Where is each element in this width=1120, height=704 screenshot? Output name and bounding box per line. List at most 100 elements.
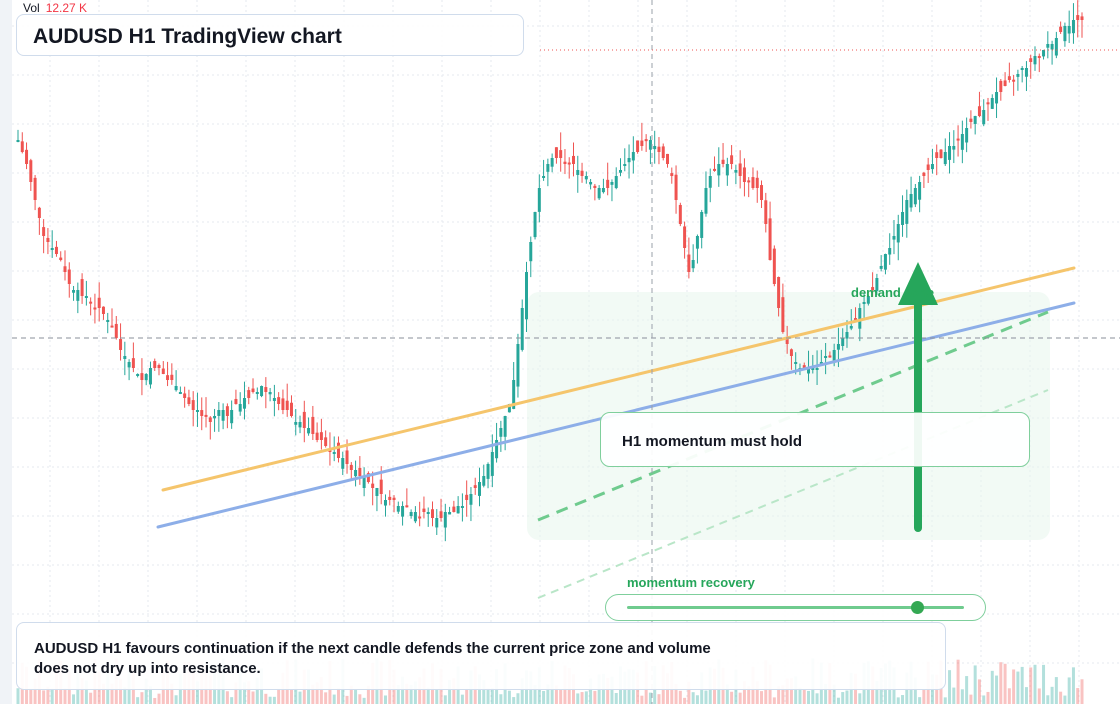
candle-body — [512, 380, 516, 409]
candle-body — [460, 506, 464, 508]
candle-body — [191, 400, 195, 410]
candle-body — [131, 358, 135, 368]
volume-bar — [973, 665, 977, 704]
candle-body — [734, 170, 738, 173]
candle-body — [794, 362, 798, 364]
candle-body — [768, 218, 772, 260]
candle-body — [683, 226, 687, 248]
candle-body — [704, 188, 708, 214]
momentum-label: momentum recovery — [627, 575, 755, 590]
volume-bar — [242, 682, 246, 704]
candle-body — [648, 140, 652, 150]
candle-body — [1012, 79, 1016, 82]
candle-body — [901, 212, 905, 225]
candle-body — [174, 386, 178, 391]
candle-body — [178, 392, 182, 394]
volume-bar — [755, 681, 759, 704]
volume-bar — [1033, 664, 1037, 704]
candle-body — [717, 164, 721, 176]
volume-bar — [824, 684, 828, 704]
candle-body — [755, 177, 759, 188]
volume-bar — [251, 691, 255, 704]
candle-body — [1046, 44, 1050, 48]
candle-body — [187, 397, 191, 404]
volume-bar — [990, 670, 994, 704]
volume-bar — [901, 695, 905, 704]
candle-body — [948, 146, 952, 160]
candle-body — [289, 402, 293, 416]
volume-bar — [396, 684, 400, 704]
candle-body — [136, 374, 140, 376]
volume-bar — [144, 678, 148, 704]
momentum-knob[interactable] — [910, 601, 924, 614]
volume-bar — [512, 697, 516, 704]
volume-bar — [845, 690, 849, 704]
momentum-slider[interactable] — [605, 594, 986, 621]
candle-body — [1071, 20, 1075, 34]
candle-body — [636, 140, 640, 152]
volume-bar — [695, 695, 699, 704]
candle-body — [294, 422, 298, 425]
candle-body — [828, 355, 832, 358]
candle-body — [1037, 55, 1041, 58]
candle-body — [999, 80, 1003, 92]
candle-body — [627, 158, 631, 163]
volume-bar — [426, 687, 430, 704]
candle-body — [50, 248, 54, 250]
title-panel: AUDUSD H1 TradingView chart — [16, 14, 524, 56]
candle-body — [657, 146, 661, 152]
candle-body — [922, 172, 926, 176]
volume-bar — [136, 697, 140, 704]
volume-bar — [272, 696, 276, 704]
candle-body — [418, 516, 422, 519]
candle-body — [477, 482, 481, 496]
volume-bar — [610, 676, 614, 704]
candle-body — [619, 170, 623, 173]
candle-body — [952, 146, 956, 150]
candle-body — [721, 159, 725, 164]
candle-body — [546, 164, 550, 172]
candle-body — [708, 176, 712, 188]
momentum-track — [627, 606, 964, 609]
candle-body — [29, 160, 33, 182]
momentum-callout: H1 momentum must hold — [600, 412, 1030, 467]
volume-bar — [576, 693, 580, 704]
candle-body — [1067, 26, 1071, 34]
volume-bar — [1067, 677, 1071, 704]
candle-body — [195, 410, 199, 412]
volume-bar — [465, 688, 469, 704]
volume-label-text: Vol — [23, 1, 40, 15]
candle-body — [606, 179, 610, 188]
candle-body — [589, 182, 593, 185]
candle-body — [1042, 50, 1046, 57]
candle-body — [930, 164, 934, 170]
candle-body — [866, 296, 870, 304]
volume-bar — [490, 688, 494, 704]
candle-body — [123, 356, 127, 359]
volume-bar — [247, 681, 251, 704]
volume-bar — [798, 687, 802, 704]
candle-body — [465, 494, 469, 500]
candle-body — [213, 416, 217, 419]
volume-bar — [742, 681, 746, 704]
volume-bar — [640, 695, 644, 704]
candle-body — [713, 168, 717, 171]
candle-body — [738, 163, 742, 176]
volume-bar — [409, 684, 413, 704]
volume-value: 12.27 K — [45, 1, 88, 15]
candle-body — [388, 496, 392, 500]
volume-bar — [362, 697, 366, 704]
candle-body — [452, 506, 456, 512]
candle-body — [580, 170, 584, 176]
candle-body — [503, 416, 507, 437]
candle-body — [33, 177, 37, 200]
volume-bar — [332, 694, 336, 704]
candle-body — [20, 141, 24, 152]
candle-body — [392, 497, 396, 500]
volume-bar — [1003, 663, 1007, 704]
candle-body — [935, 152, 939, 158]
volume-bar — [46, 686, 50, 704]
candle-body — [255, 392, 259, 394]
candle-body — [157, 365, 161, 368]
